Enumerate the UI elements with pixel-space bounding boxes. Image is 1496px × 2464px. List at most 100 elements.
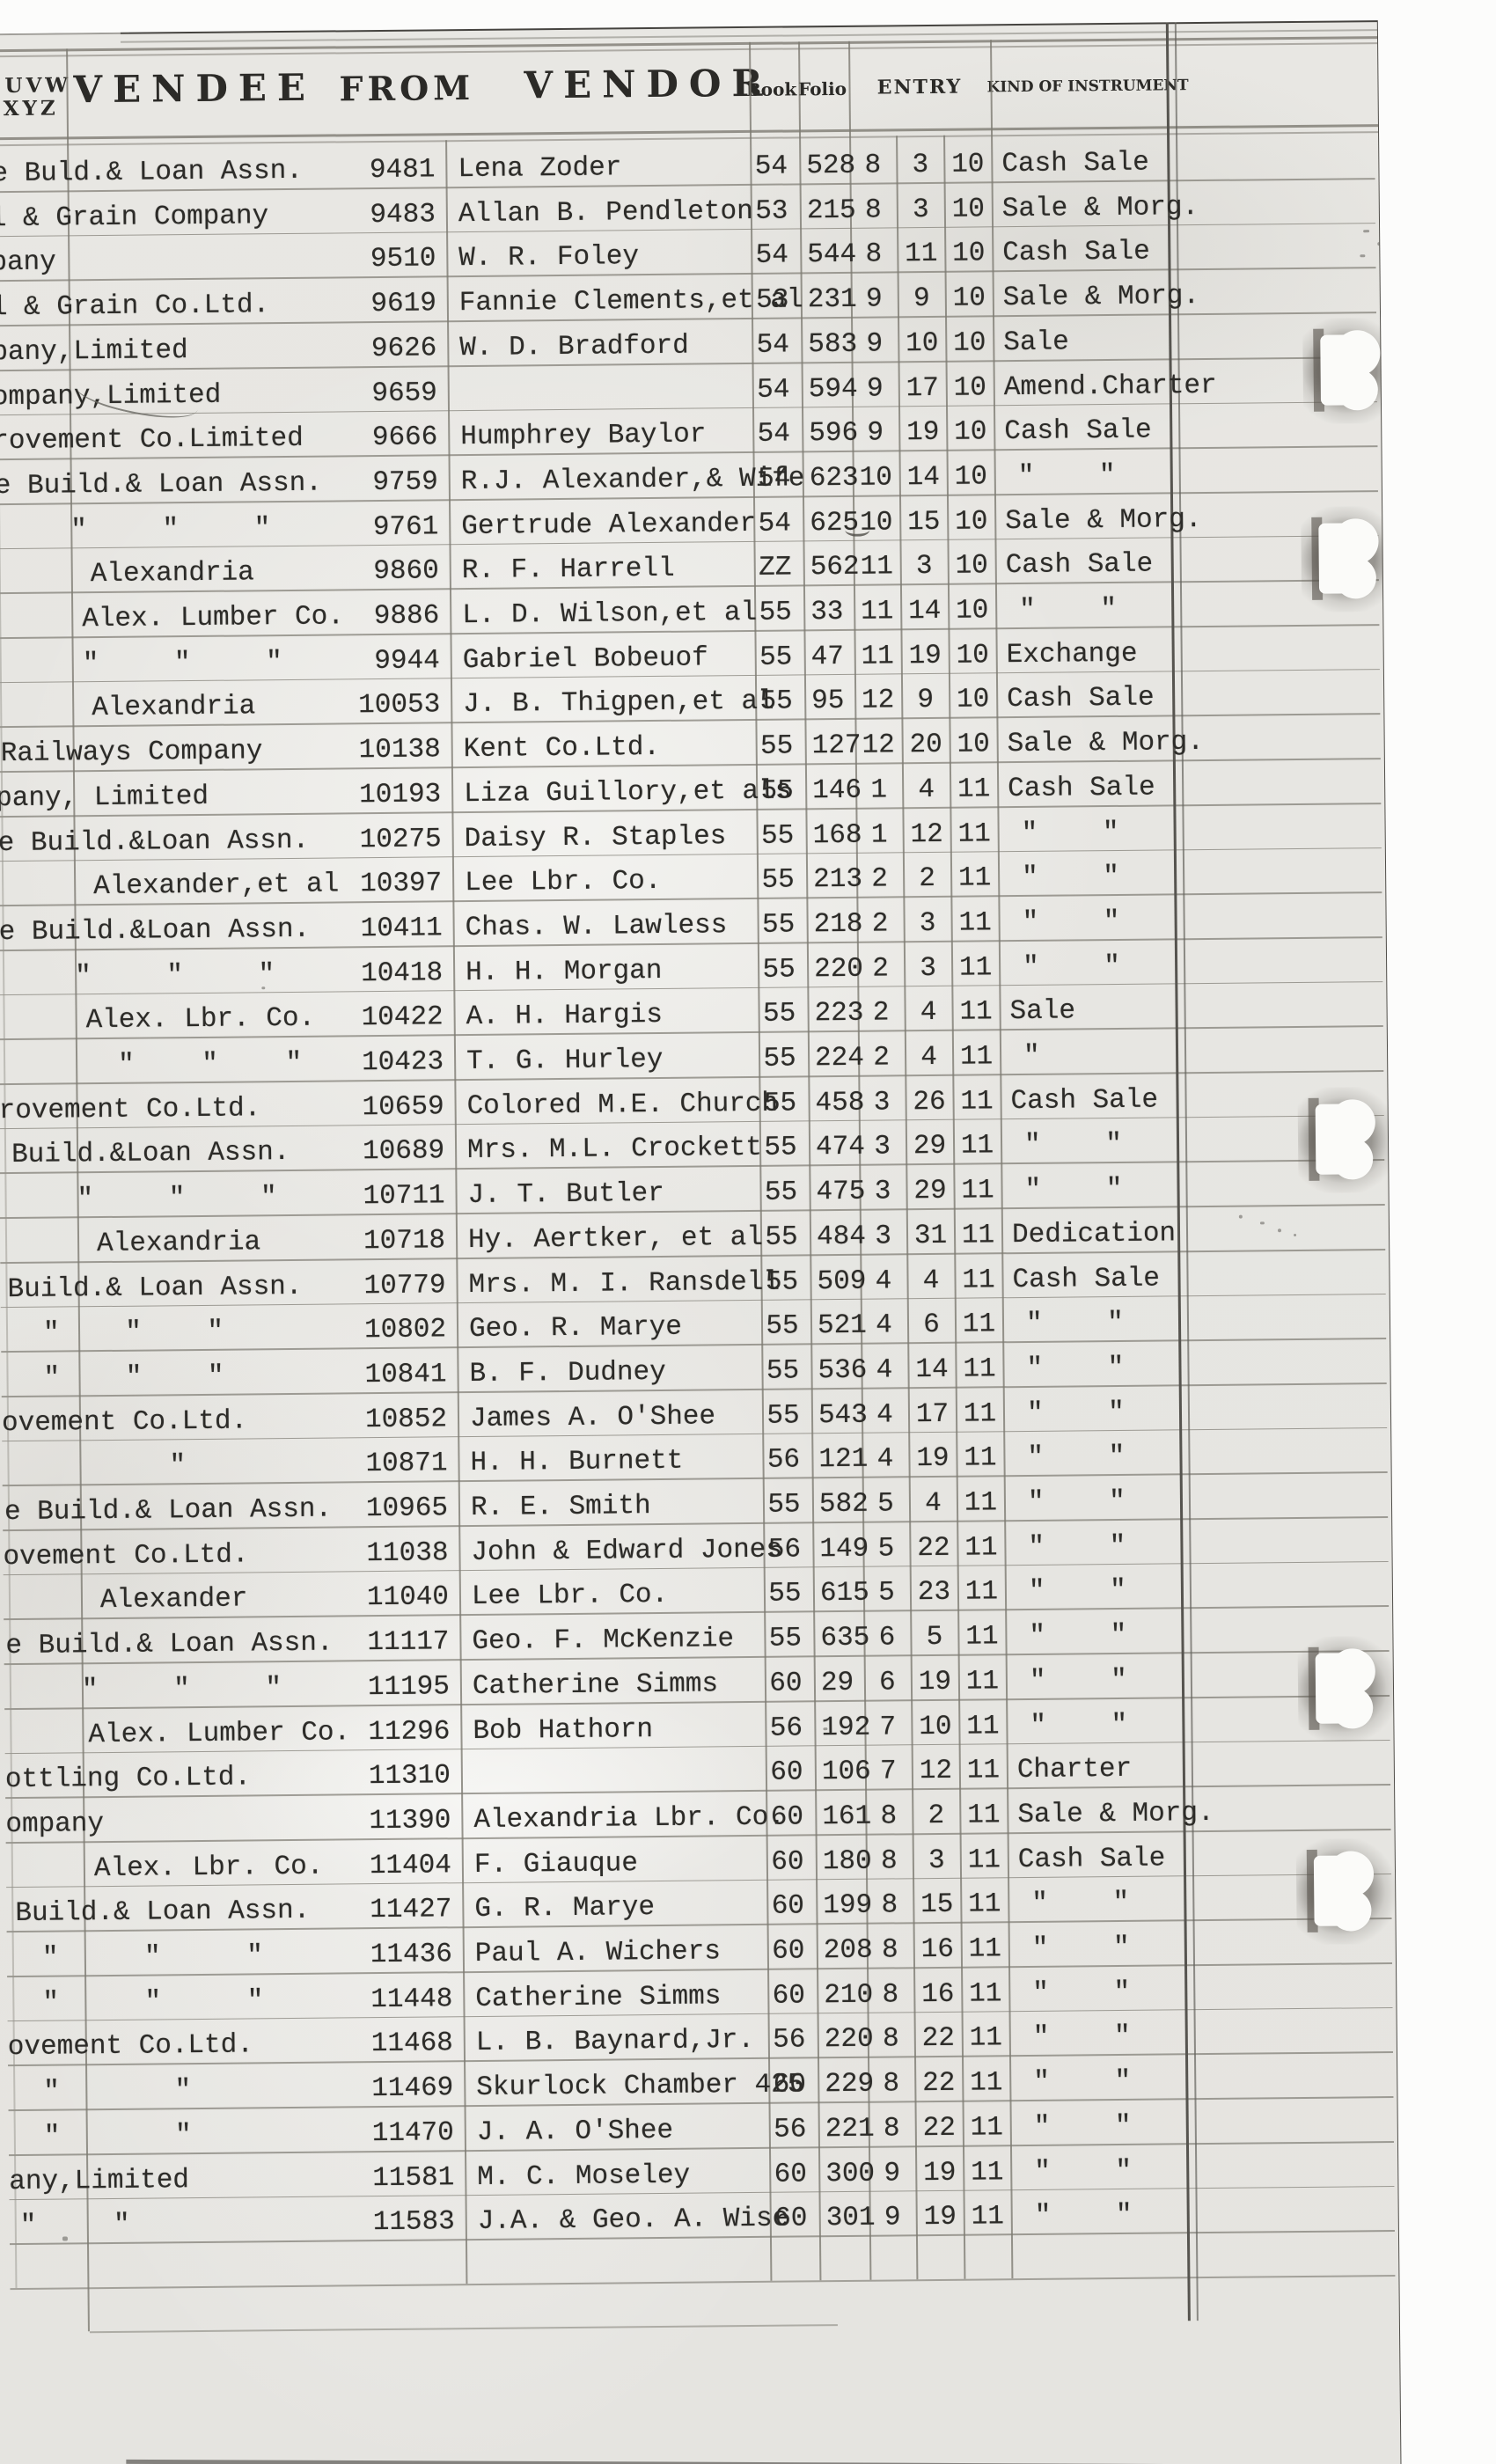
entry-year-cell: 11: [960, 1130, 994, 1162]
vendor-cell: J. B. Thigpen,et al: [463, 686, 774, 721]
folio-cell: 594: [808, 373, 858, 405]
entry-month-cell: 12: [861, 685, 895, 717]
vendor-cell: Geo. R. Marye: [468, 1311, 683, 1346]
entry-year-cell: 11: [964, 1531, 998, 1564]
from-number-cell: 10275: [359, 823, 442, 855]
vendor-cell: Hy. Aertker, et al: [467, 1221, 764, 1256]
entry-year-cell: 11: [958, 907, 992, 939]
kind-cell: " ": [1030, 1709, 1128, 1742]
entry-day-cell: 14: [906, 461, 941, 494]
from-number-cell: 10711: [363, 1180, 445, 1213]
entry-month-cell: 8: [881, 1934, 898, 1966]
entry-month-cell: 2: [871, 908, 889, 940]
folio-cell: 562: [810, 552, 860, 583]
entry-day-cell: 4: [924, 1487, 942, 1520]
kind-cell: " ": [1021, 862, 1120, 894]
dust-speck: [1259, 1221, 1265, 1225]
from-number-cell: 11038: [366, 1536, 449, 1569]
from-number-cell: 9759: [372, 466, 438, 498]
from-number-cell: 11436: [370, 1939, 453, 1971]
from-number-cell: 10841: [364, 1359, 447, 1391]
book-cell: 55: [765, 1265, 799, 1298]
book-cell: 55: [759, 730, 794, 762]
entry-month-cell: 7: [879, 1711, 897, 1743]
folio-cell: 146: [812, 774, 862, 807]
vendor-cell: W. D. Bradford: [459, 330, 689, 363]
folio-cell: 149: [819, 1533, 869, 1565]
vendor-cell: Catherine Simms: [472, 1668, 719, 1702]
folio-cell: 475: [816, 1176, 866, 1208]
entry-month-cell: 3: [874, 1176, 891, 1207]
kind-cell: " ": [1031, 1932, 1130, 1964]
corner-label-uvw: UVW: [4, 73, 72, 99]
from-number-cell: 11040: [366, 1581, 450, 1614]
entry-day-cell: 31: [913, 1220, 948, 1251]
entry-day-cell: 20: [909, 729, 942, 761]
vendee-cell: Alexandria: [96, 1227, 261, 1259]
from-number-cell: 11195: [367, 1671, 451, 1703]
entry-year-cell: 11: [965, 1666, 1000, 1698]
vendor-cell: F. Giauque: [473, 1847, 639, 1881]
folio-cell: 458: [815, 1087, 865, 1118]
from-number-cell: 11470: [371, 2117, 454, 2149]
entry-month-cell: 9: [884, 2157, 901, 2189]
entry-day-cell: 3: [912, 194, 929, 225]
entry-month-cell: 8: [880, 1800, 898, 1832]
folio-cell: 218: [813, 908, 863, 941]
folio-cell: 484: [816, 1221, 867, 1253]
vendor-cell: Kent Co.Ltd.: [463, 732, 661, 766]
from-number-cell: 11583: [372, 2206, 455, 2239]
from-number-cell: 9481: [369, 154, 436, 187]
vendor-cell: R. F. Harrell: [461, 554, 675, 587]
entry-month-cell: 11: [861, 641, 895, 672]
folio-cell: 223: [814, 998, 864, 1030]
kind-cell: " ": [1022, 906, 1120, 938]
vendee-cell: ompany: [5, 1808, 105, 1841]
vendor-cell: Lee Lbr. Co.: [465, 866, 662, 899]
vendee-cell: ": [169, 1450, 187, 1482]
kind-cell: Sale & Morg.: [1005, 503, 1202, 537]
entry-month-cell: 5: [877, 1533, 895, 1565]
book-cell: 55: [760, 775, 794, 807]
entry-year-cell: 10: [953, 371, 987, 404]
kind-cell: " ": [1026, 1397, 1125, 1429]
entry-year-cell: 10: [953, 327, 986, 359]
book-cell: 54: [756, 329, 790, 361]
hole-cutout: [1334, 557, 1377, 599]
kind-cell: Exchange: [1006, 638, 1138, 671]
book-cell: 55: [766, 1310, 799, 1342]
from-number-cell: 11296: [368, 1715, 451, 1748]
hole-cutout: [1330, 1889, 1372, 1932]
entry-year-cell: 11: [970, 2112, 1004, 2144]
entry-month-cell: 8: [883, 2113, 900, 2145]
dust-speck: [1238, 1214, 1243, 1219]
vendee-cell: any,Limited: [9, 2164, 190, 2197]
entry-day-cell: 17: [906, 372, 940, 404]
hole-cutout: [1331, 1687, 1374, 1729]
from-number-cell: 10689: [362, 1135, 445, 1168]
entry-year-cell: 11: [962, 1264, 995, 1296]
from-number-cell: 9761: [372, 510, 439, 543]
kind-cell: " ": [1034, 2155, 1133, 2188]
from-number-cell: 10423: [361, 1046, 444, 1079]
from-number-cell: 10852: [364, 1403, 448, 1435]
folio-cell: 635: [820, 1622, 870, 1654]
book-cell: 55: [759, 642, 793, 673]
entry-month-cell: 2: [871, 863, 889, 895]
entry-year-cell: 11: [957, 774, 991, 805]
book-cell: 55: [762, 998, 796, 1030]
vendee-cell: ovement Co.Ltd.: [1, 1405, 248, 1439]
vendor-cell: Liza Guillory,et als: [464, 775, 792, 810]
book-cell: 55: [761, 864, 795, 897]
entry-year-cell: 10: [954, 461, 988, 493]
dust-speck: [1363, 230, 1370, 233]
vendee-cell: l & Grain Co.Ltd.: [0, 290, 270, 324]
folio-cell: 231: [807, 283, 857, 316]
entry-day-cell: 26: [913, 1086, 946, 1118]
vendor-cell: Skurlock Chamber 425: [476, 2069, 804, 2104]
vendor-cell: J.A. & Geo. A. Wise: [477, 2203, 789, 2238]
dust-speck: [1294, 1234, 1297, 1237]
folio-cell: 623: [809, 462, 859, 495]
folio-cell: 300: [825, 2158, 876, 2189]
